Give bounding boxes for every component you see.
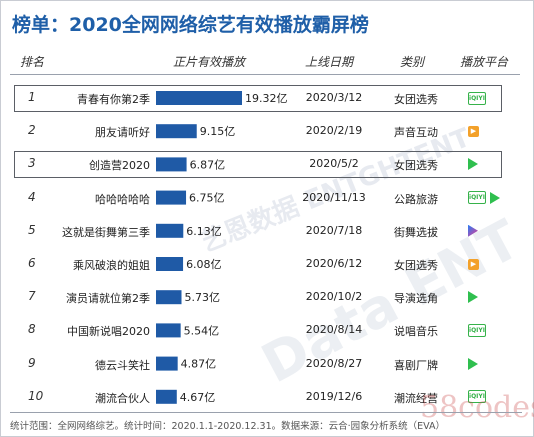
bar-value-label: 5.54亿 bbox=[184, 324, 220, 337]
tencent-video-play-icon bbox=[468, 291, 478, 304]
chart-title: 榜单：2020全网网络综艺有效播放霸屏榜 bbox=[12, 14, 369, 36]
show-category: 说唱音乐 bbox=[394, 325, 438, 339]
bar bbox=[156, 124, 197, 139]
platform-icons: iQIYI bbox=[468, 389, 486, 405]
bar bbox=[156, 389, 177, 404]
header-divider bbox=[10, 74, 520, 75]
platform-icons bbox=[468, 156, 478, 172]
show-category: 声音互动 bbox=[394, 126, 438, 140]
show-name: 乘风破浪的姐姐 bbox=[73, 259, 150, 272]
release-date: 2020/2/19 bbox=[305, 124, 363, 138]
rank-number: 2 bbox=[28, 123, 36, 138]
rank-number: 10 bbox=[28, 388, 44, 403]
platform-icons: ▶ bbox=[468, 256, 479, 272]
release-date: 2020/8/14 bbox=[305, 323, 363, 337]
show-name: 青春有你第2季 bbox=[77, 93, 150, 106]
show-name: 演员请就位第2季 bbox=[66, 292, 150, 306]
iqiyi-logo-icon: iQIYI bbox=[468, 323, 486, 337]
mango-tv-logo-icon: ▶ bbox=[468, 125, 479, 137]
bar-value-label: 6.75亿 bbox=[189, 192, 225, 205]
highlight-box bbox=[14, 151, 502, 179]
rank-number: 1 bbox=[28, 90, 36, 104]
header-platform: 播放平台 bbox=[460, 55, 509, 69]
show-category: 女团选秀 bbox=[394, 259, 438, 272]
show-category: 潮流经营 bbox=[394, 391, 438, 405]
bar-value-label: 6.13亿 bbox=[186, 225, 222, 238]
release-date: 2020/7/18 bbox=[305, 223, 363, 237]
header-rank: 排名 bbox=[20, 55, 45, 69]
show-category: 女团选秀 bbox=[394, 93, 438, 106]
release-date: 2020/10/2 bbox=[305, 290, 363, 304]
bar-value-label: 4.87亿 bbox=[181, 358, 217, 371]
show-category: 喜剧厂牌 bbox=[394, 358, 438, 372]
tencent-video-play-icon bbox=[490, 191, 500, 204]
show-name: 创造营2020 bbox=[89, 159, 150, 173]
show-category: 女团选秀 bbox=[394, 159, 438, 173]
footer-divider bbox=[10, 412, 522, 413]
watermark-site: 58codes bbox=[420, 390, 534, 425]
youku-logo-icon bbox=[468, 224, 478, 237]
bar-value-label: 6.08亿 bbox=[186, 258, 222, 271]
rank-number: 3 bbox=[28, 156, 36, 171]
show-name: 朋友请听好 bbox=[95, 126, 150, 140]
rank-number: 7 bbox=[28, 289, 36, 304]
rank-number: 9 bbox=[28, 355, 36, 370]
show-category: 公路旅游 bbox=[394, 192, 438, 206]
bar-value-label: 19.32亿 bbox=[245, 92, 288, 105]
rank-number: 5 bbox=[28, 222, 36, 237]
header-plays: 正片有效播放 bbox=[173, 55, 246, 69]
platform-icons: iQIYI bbox=[468, 90, 486, 106]
bar bbox=[156, 323, 181, 338]
tencent-video-play-icon bbox=[468, 357, 478, 370]
release-date: 2019/12/6 bbox=[305, 389, 363, 403]
platform-icons bbox=[468, 289, 478, 305]
show-name: 哈哈哈哈哈 bbox=[95, 192, 150, 206]
header-category: 类别 bbox=[400, 55, 425, 69]
iqiyi-logo-icon: iQIYI bbox=[468, 91, 486, 105]
release-date: 2020/3/12 bbox=[305, 91, 363, 104]
mango-tv-logo-icon: ▶ bbox=[468, 258, 479, 270]
platform-icons: iQIYI bbox=[468, 190, 500, 206]
bar bbox=[156, 356, 178, 371]
iqiyi-logo-icon: iQIYI bbox=[468, 191, 486, 205]
highlight-box bbox=[14, 85, 502, 112]
bar-value-label: 9.15亿 bbox=[200, 125, 236, 138]
bar-value-label: 5.73亿 bbox=[185, 291, 221, 304]
show-name: 德云斗笑社 bbox=[95, 358, 150, 372]
header-date: 上线日期 bbox=[305, 55, 354, 69]
show-category: 导演选角 bbox=[394, 292, 438, 306]
bar bbox=[156, 257, 184, 271]
show-category: 街舞选拔 bbox=[394, 225, 438, 239]
release-date: 2020/11/13 bbox=[302, 190, 366, 204]
platform-icons bbox=[468, 223, 478, 239]
bar bbox=[156, 190, 187, 205]
show-name: 潮流合伙人 bbox=[95, 391, 150, 405]
footer-note: 统计范围：全网网络综艺。统计时间：2020.1.1-2020.12.31。数据来… bbox=[10, 421, 446, 432]
platform-icons: iQIYI bbox=[468, 322, 486, 338]
bar bbox=[156, 157, 187, 172]
show-name: 这就是街舞第三季 bbox=[62, 225, 150, 239]
tencent-video-play-icon bbox=[468, 158, 478, 171]
rank-number: 4 bbox=[28, 189, 36, 204]
iqiyi-logo-icon: iQIYI bbox=[468, 390, 486, 404]
bar-value-label: 6.87亿 bbox=[190, 158, 226, 171]
bar bbox=[156, 290, 182, 305]
release-date: 2020/8/27 bbox=[305, 356, 363, 370]
rank-number: 6 bbox=[28, 256, 36, 270]
release-date: 2020/6/12 bbox=[305, 257, 363, 270]
platform-icons bbox=[468, 356, 478, 372]
bar-value-label: 4.67亿 bbox=[180, 391, 216, 404]
bar bbox=[156, 91, 242, 105]
show-name: 中国新说唱2020 bbox=[67, 325, 150, 339]
bar bbox=[156, 223, 184, 238]
platform-icons: ▶ bbox=[468, 123, 479, 139]
release-date: 2020/5/2 bbox=[309, 157, 359, 171]
rank-number: 8 bbox=[28, 322, 36, 337]
